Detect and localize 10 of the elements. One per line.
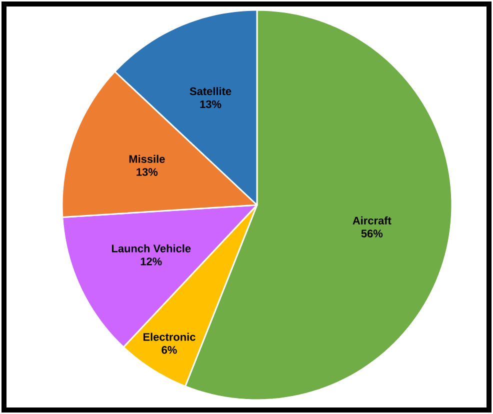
data-label: 13%	[200, 100, 222, 108]
data-label: 13%	[136, 168, 158, 176]
data-label: 56%	[361, 230, 383, 238]
slice-label: Aircraft	[352, 216, 392, 224]
slice-label: Electronic	[143, 332, 196, 341]
slice-label: Missile	[129, 154, 165, 163]
slice-label: Satellite	[190, 87, 232, 96]
data-label: 6%	[162, 346, 177, 354]
slice-label: Launch Vehicle	[112, 244, 191, 252]
data-label: 12%	[140, 258, 162, 266]
